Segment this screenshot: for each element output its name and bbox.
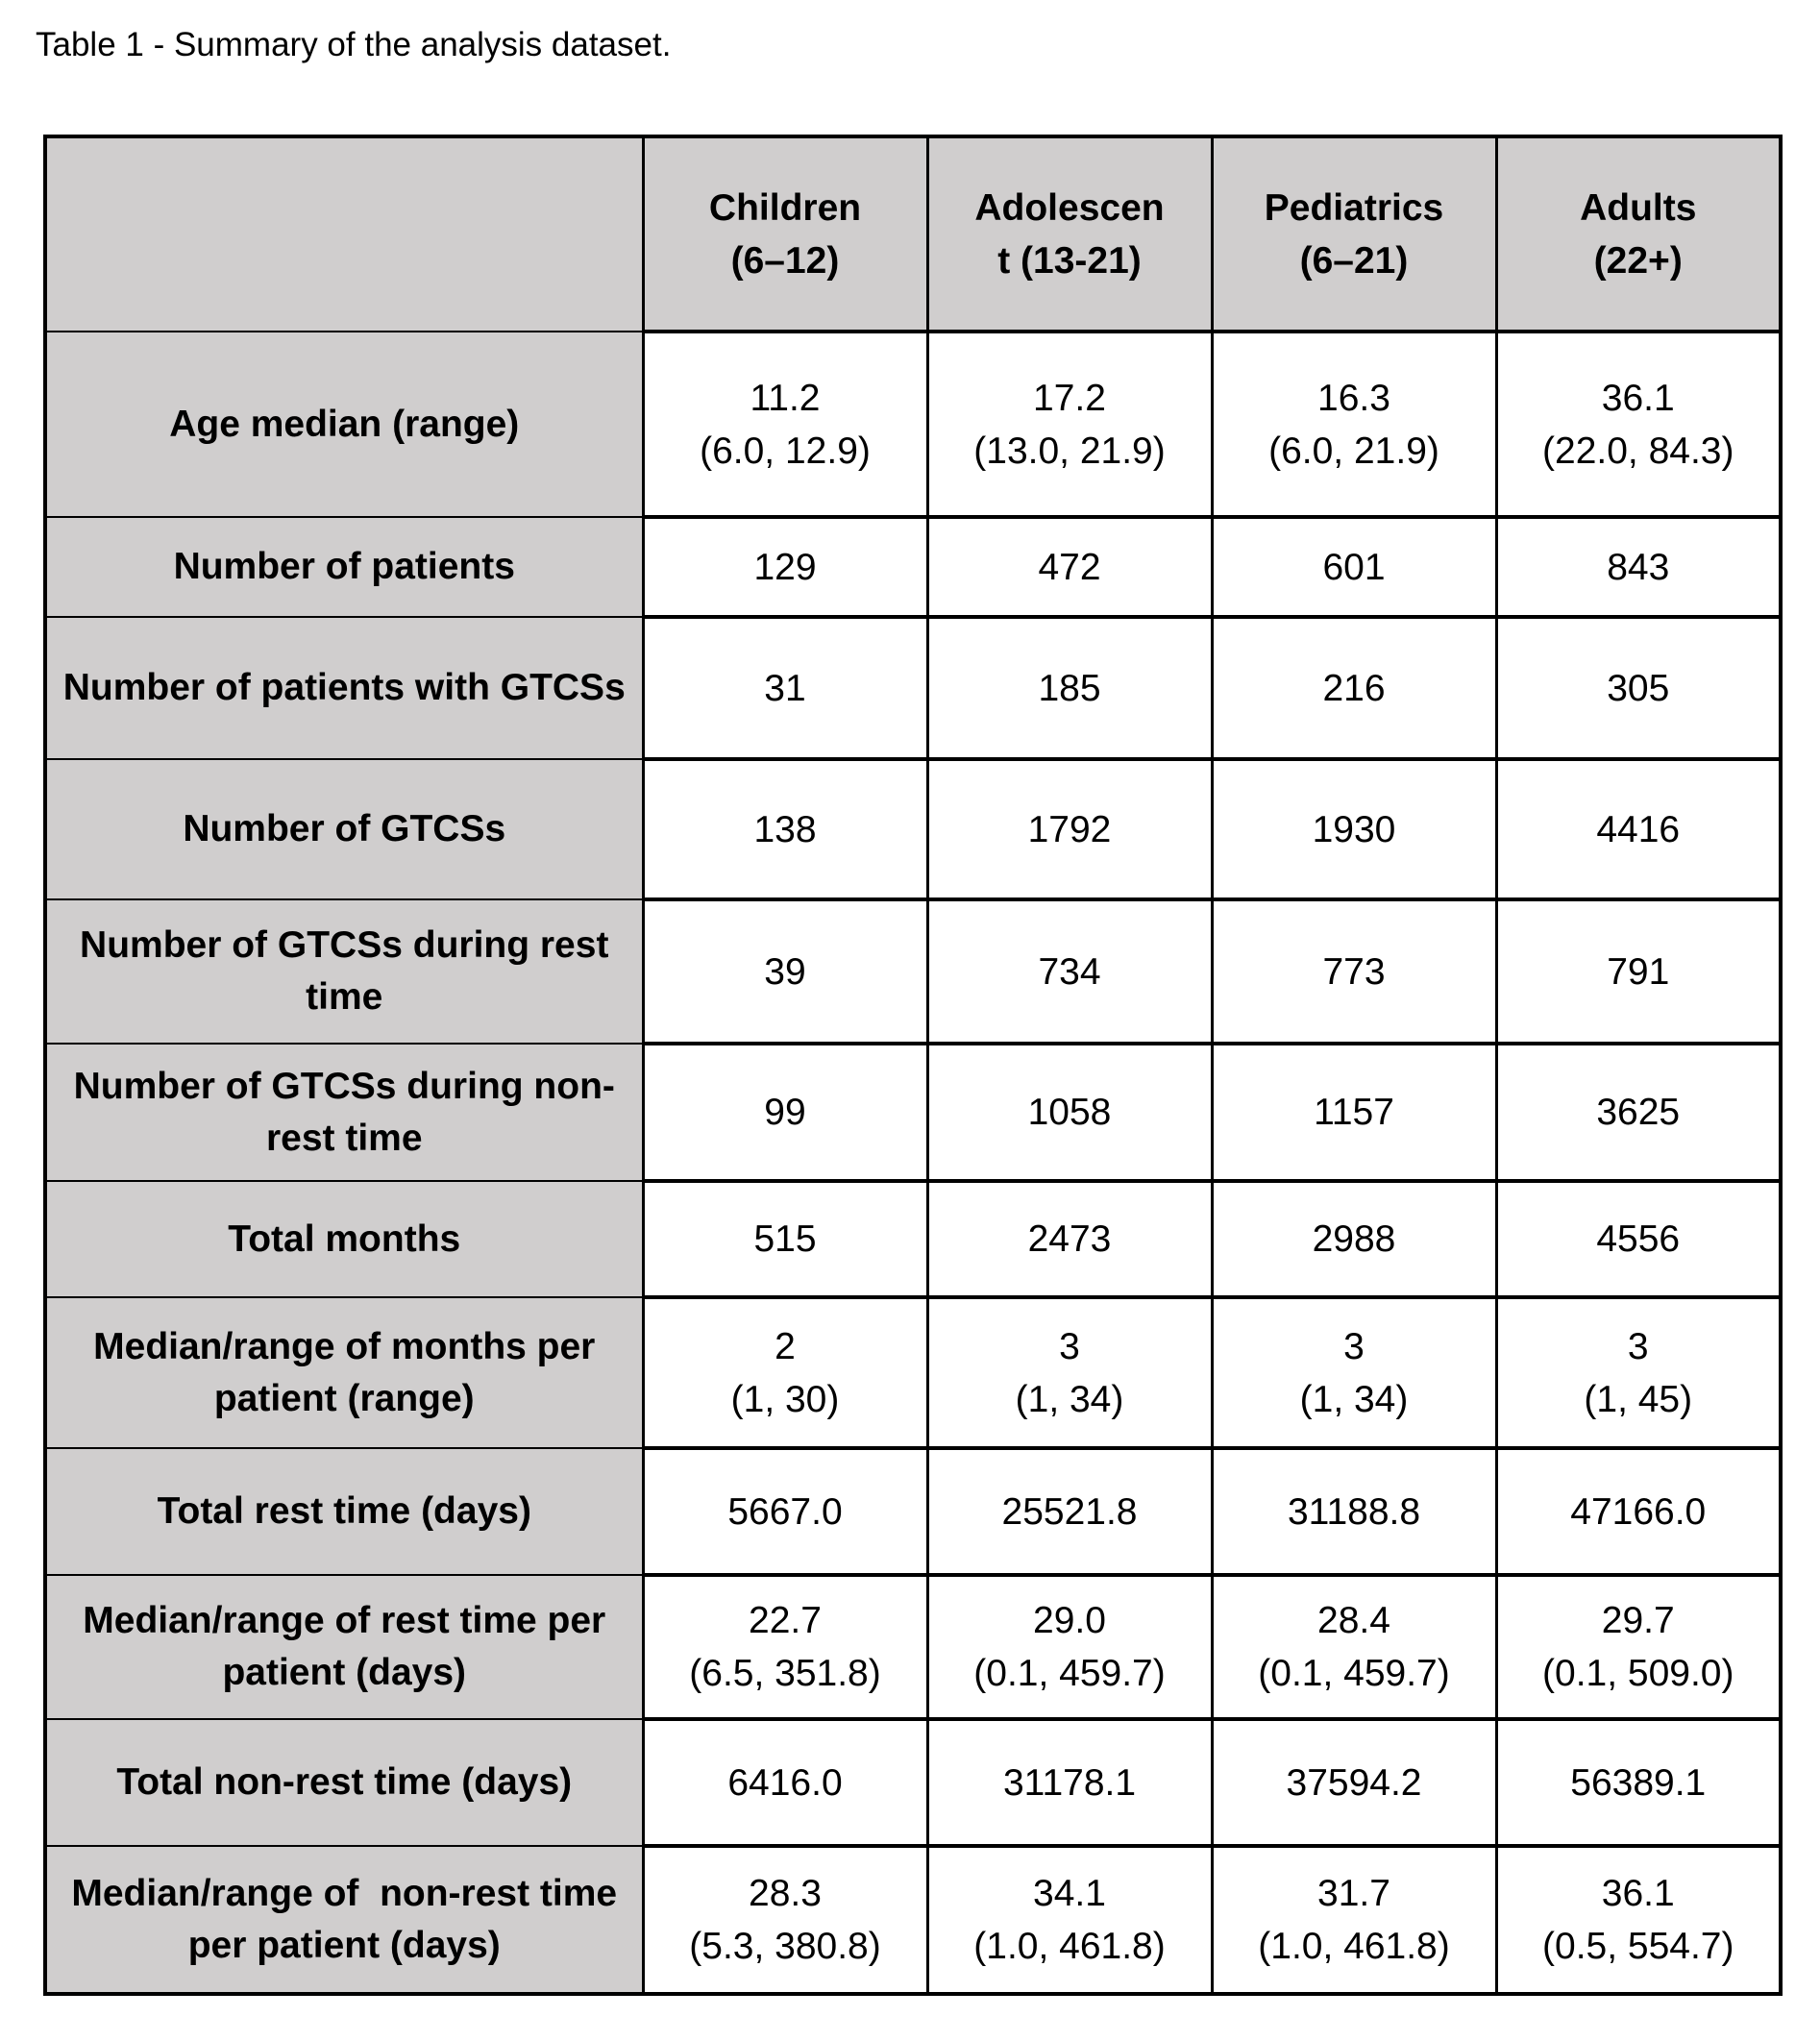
data-cell: 601 — [1210, 515, 1498, 619]
data-cell: 31188.8 — [1210, 1446, 1498, 1577]
row-label: Total months — [43, 1180, 645, 1298]
data-cell: 4556 — [1494, 1179, 1783, 1299]
data-cell: 99 — [641, 1042, 929, 1183]
column-header-children: Children (6–12) — [641, 135, 929, 333]
data-cell: 305 — [1494, 615, 1783, 761]
data-cell: 515 — [641, 1179, 929, 1299]
data-cell: 216 — [1210, 615, 1498, 761]
data-cell: 1792 — [925, 757, 1214, 901]
row-label: Number of GTCSs during rest time — [43, 898, 645, 1045]
row-label: Number of patients — [43, 516, 645, 618]
row-label: Number of GTCSs during non-rest time — [43, 1043, 645, 1182]
row-label: Number of patients with GTCSs — [43, 616, 645, 760]
data-cell: 31178.1 — [925, 1717, 1214, 1848]
data-cell: 36.1 (22.0, 84.3) — [1494, 330, 1783, 519]
data-cell: 17.2 (13.0, 21.9) — [925, 330, 1214, 519]
data-cell: 791 — [1494, 898, 1783, 1045]
data-cell: 3 (1, 34) — [1210, 1295, 1498, 1450]
data-cell: 28.3 (5.3, 380.8) — [641, 1844, 929, 1996]
table-row: Total months 515 2473 2988 4556 — [43, 1179, 1783, 1299]
data-cell: 2473 — [925, 1179, 1214, 1299]
summary-table: Children (6–12) Adolescen t (13-21) Pedi… — [43, 135, 1783, 1996]
data-cell: 3625 — [1494, 1042, 1783, 1183]
table-row: Median/range of months per patient (rang… — [43, 1295, 1783, 1450]
data-cell: 34.1 (1.0, 461.8) — [925, 1844, 1214, 1996]
data-cell: 37594.2 — [1210, 1717, 1498, 1848]
data-cell: 29.0 (0.1, 459.7) — [925, 1573, 1214, 1721]
data-cell: 773 — [1210, 898, 1498, 1045]
table-row: Median/range of rest time per patient (d… — [43, 1573, 1783, 1721]
data-cell: 2 (1, 30) — [641, 1295, 929, 1450]
table-row: Number of GTCSs during rest time 39 734 … — [43, 898, 1783, 1045]
data-cell: 4416 — [1494, 757, 1783, 901]
row-label: Total rest time (days) — [43, 1447, 645, 1576]
corner-cell — [43, 135, 645, 332]
data-cell: 6416.0 — [641, 1717, 929, 1848]
data-cell: 39 — [641, 898, 929, 1045]
table-row: Total rest time (days) 5667.0 25521.8 31… — [43, 1446, 1783, 1577]
data-cell: 31.7 (1.0, 461.8) — [1210, 1844, 1498, 1996]
data-cell: 25521.8 — [925, 1446, 1214, 1577]
data-cell: 1058 — [925, 1042, 1214, 1183]
table-row: Number of patients 129 472 601 843 — [43, 515, 1783, 619]
column-header-pediatrics: Pediatrics (6–21) — [1210, 135, 1498, 333]
header-row: Children (6–12) Adolescen t (13-21) Pedi… — [43, 135, 1783, 333]
column-header-adults: Adults (22+) — [1494, 135, 1783, 333]
data-cell: 11.2 (6.0, 12.9) — [641, 330, 929, 519]
table-row: Age median (range) 11.2 (6.0, 12.9) 17.2(… — [43, 330, 1783, 519]
data-cell: 472 — [925, 515, 1214, 619]
data-cell: 29.7 (0.1, 509.0) — [1494, 1573, 1783, 1721]
data-cell: 16.3 (6.0, 21.9) — [1210, 330, 1498, 519]
table-caption: Table 1 - Summary of the analysis datase… — [36, 26, 672, 63]
data-cell: 1930 — [1210, 757, 1498, 901]
data-cell: 56389.1 — [1494, 1717, 1783, 1848]
row-label: Median/range of non-rest time per patien… — [43, 1845, 645, 1995]
table-row: Number of GTCSs during non-rest time 99 … — [43, 1042, 1783, 1183]
row-label: Number of GTCSs — [43, 758, 645, 900]
table-row: Total non-rest time (days) 6416.0 31178.… — [43, 1717, 1783, 1848]
data-cell: 5667.0 — [641, 1446, 929, 1577]
data-cell: 47166.0 — [1494, 1446, 1783, 1577]
data-cell: 3 (1, 45) — [1494, 1295, 1783, 1450]
data-cell: 129 — [641, 515, 929, 619]
row-label: Median/range of rest time per patient (d… — [43, 1574, 645, 1720]
data-cell: 36.1 (0.5, 554.7) — [1494, 1844, 1783, 1996]
data-cell: 22.7 (6.5, 351.8) — [641, 1573, 929, 1721]
data-cell: 31 — [641, 615, 929, 761]
table-row: Number of GTCSs 138 1792 1930 4416 — [43, 757, 1783, 901]
row-label: Total non-rest time (days) — [43, 1718, 645, 1847]
row-label: Age median (range) — [43, 331, 645, 518]
data-cell: 2988 — [1210, 1179, 1498, 1299]
data-cell: 843 — [1494, 515, 1783, 619]
column-header-adolescent: Adolescen t (13-21) — [925, 135, 1214, 333]
table-row: Median/range of non-rest time per patien… — [43, 1844, 1783, 1996]
data-cell: 28.4 (0.1, 459.7) — [1210, 1573, 1498, 1721]
data-cell: 138 — [641, 757, 929, 901]
data-cell: 1157 — [1210, 1042, 1498, 1183]
row-label: Median/range of months per patient (rang… — [43, 1296, 645, 1449]
data-cell: 734 — [925, 898, 1214, 1045]
data-cell: 185 — [925, 615, 1214, 761]
table-row: Number of patients with GTCSs 31 185 216… — [43, 615, 1783, 761]
data-cell: 3 (1, 34) — [925, 1295, 1214, 1450]
